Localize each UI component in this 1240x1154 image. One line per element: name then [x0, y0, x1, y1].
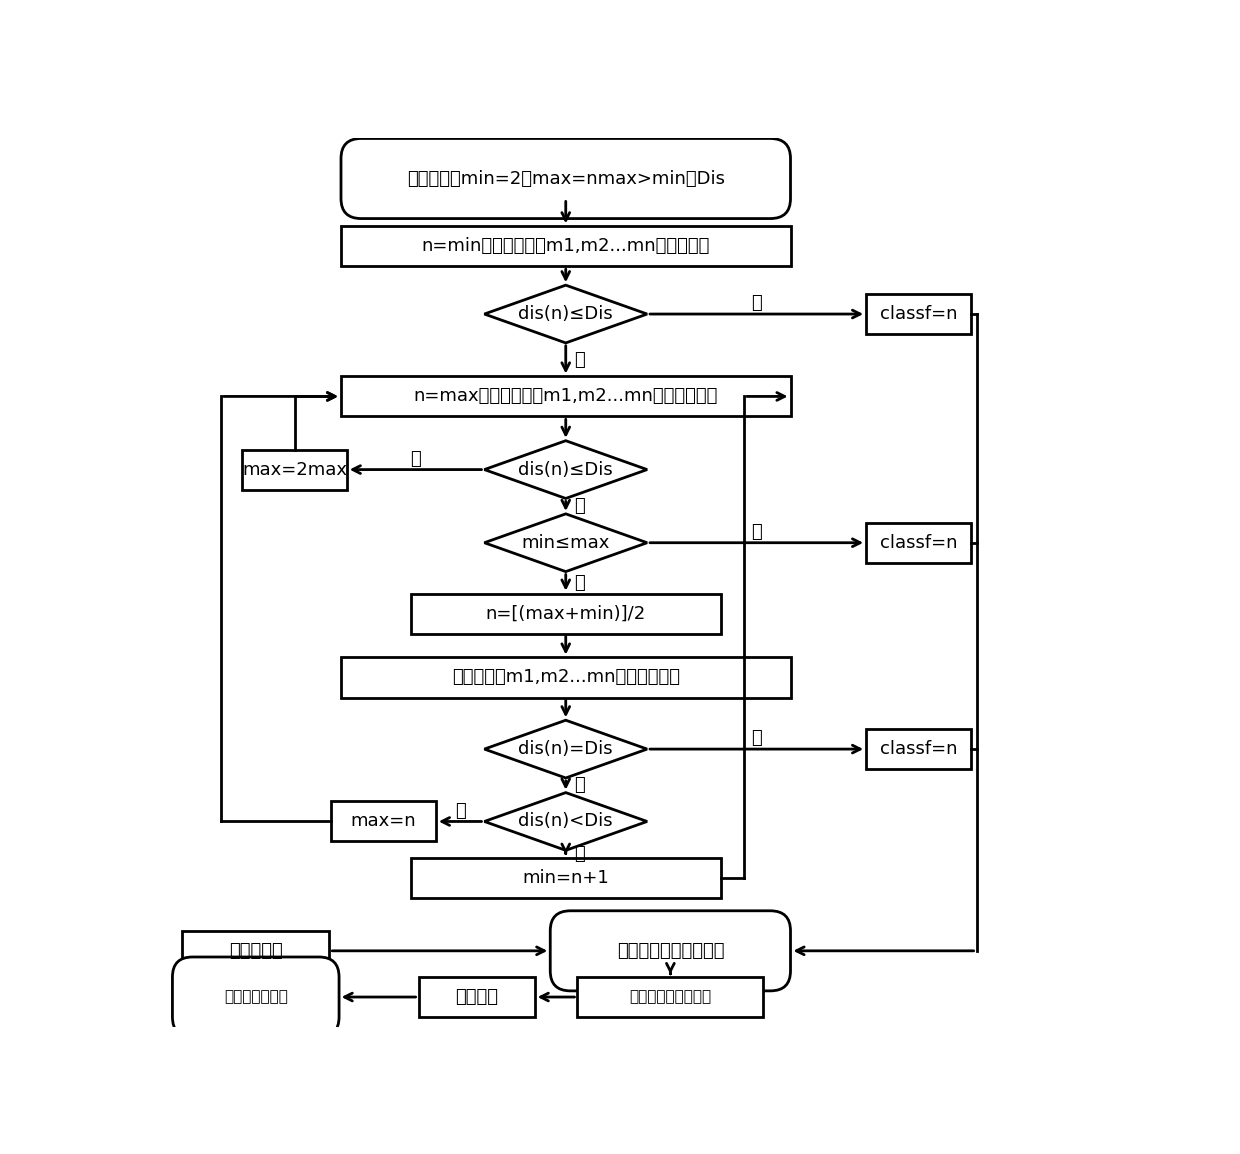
Text: 新数据量化结果: 新数据量化结果 [223, 989, 288, 1004]
Polygon shape [485, 720, 647, 778]
Polygon shape [485, 793, 647, 850]
Polygon shape [485, 441, 647, 499]
Text: classf=n: classf=n [879, 305, 957, 323]
Text: dis(n)=Dis: dis(n)=Dis [518, 740, 613, 758]
Text: max=n: max=n [351, 812, 417, 831]
FancyBboxPatch shape [341, 226, 791, 267]
FancyBboxPatch shape [866, 523, 971, 563]
FancyBboxPatch shape [182, 931, 330, 971]
Text: 分区、码本、量化结果: 分区、码本、量化结果 [616, 942, 724, 960]
FancyBboxPatch shape [866, 729, 971, 769]
Text: min≤max: min≤max [522, 534, 610, 552]
Text: dis(n)<Dis: dis(n)<Dis [518, 812, 613, 831]
Text: 按特征属性查找分区: 按特征属性查找分区 [630, 989, 712, 1004]
Text: 是: 是 [574, 497, 585, 515]
FancyBboxPatch shape [341, 658, 791, 697]
Text: 否: 否 [574, 351, 585, 368]
Text: n=min，调整分区（m1,m2...mn）生成码本: n=min，调整分区（m1,m2...mn）生成码本 [422, 238, 711, 255]
Text: n=max，调整分区（m1,m2...mn），生成码本: n=max，调整分区（m1,m2...mn），生成码本 [414, 388, 718, 405]
Text: dis(n)≤Dis: dis(n)≤Dis [518, 305, 613, 323]
FancyBboxPatch shape [410, 857, 720, 898]
Text: 是: 是 [574, 574, 585, 592]
Text: 是: 是 [455, 802, 465, 819]
FancyBboxPatch shape [341, 138, 791, 218]
Text: 否: 否 [574, 845, 585, 863]
Text: 待量化数据: 待量化数据 [229, 942, 283, 960]
Text: max=2max: max=2max [242, 460, 347, 479]
Text: n=[(max+min)]/2: n=[(max+min)]/2 [486, 605, 646, 622]
Text: 确定码本: 确定码本 [455, 988, 498, 1006]
Text: 否: 否 [410, 450, 420, 467]
FancyBboxPatch shape [578, 977, 764, 1017]
Polygon shape [485, 514, 647, 571]
FancyBboxPatch shape [419, 977, 534, 1017]
Text: 否: 否 [751, 523, 761, 541]
Text: 是: 是 [751, 294, 761, 313]
Polygon shape [485, 285, 647, 343]
Text: 调整分区（m1,m2...mn），生成码本: 调整分区（m1,m2...mn），生成码本 [451, 668, 680, 687]
FancyBboxPatch shape [242, 450, 347, 489]
Text: classf=n: classf=n [879, 740, 957, 758]
Text: min=n+1: min=n+1 [522, 869, 609, 886]
FancyBboxPatch shape [866, 294, 971, 334]
FancyBboxPatch shape [551, 911, 791, 991]
FancyBboxPatch shape [172, 957, 339, 1037]
FancyBboxPatch shape [331, 801, 436, 841]
FancyBboxPatch shape [410, 593, 720, 634]
Text: classf=n: classf=n [879, 534, 957, 552]
Text: 是: 是 [751, 729, 761, 748]
Text: dis(n)≤Dis: dis(n)≤Dis [518, 460, 613, 479]
Text: 否: 否 [574, 777, 585, 794]
FancyBboxPatch shape [341, 376, 791, 417]
Text: 样本数据，min=2，max=nmax>min，Dis: 样本数据，min=2，max=nmax>min，Dis [407, 170, 724, 187]
